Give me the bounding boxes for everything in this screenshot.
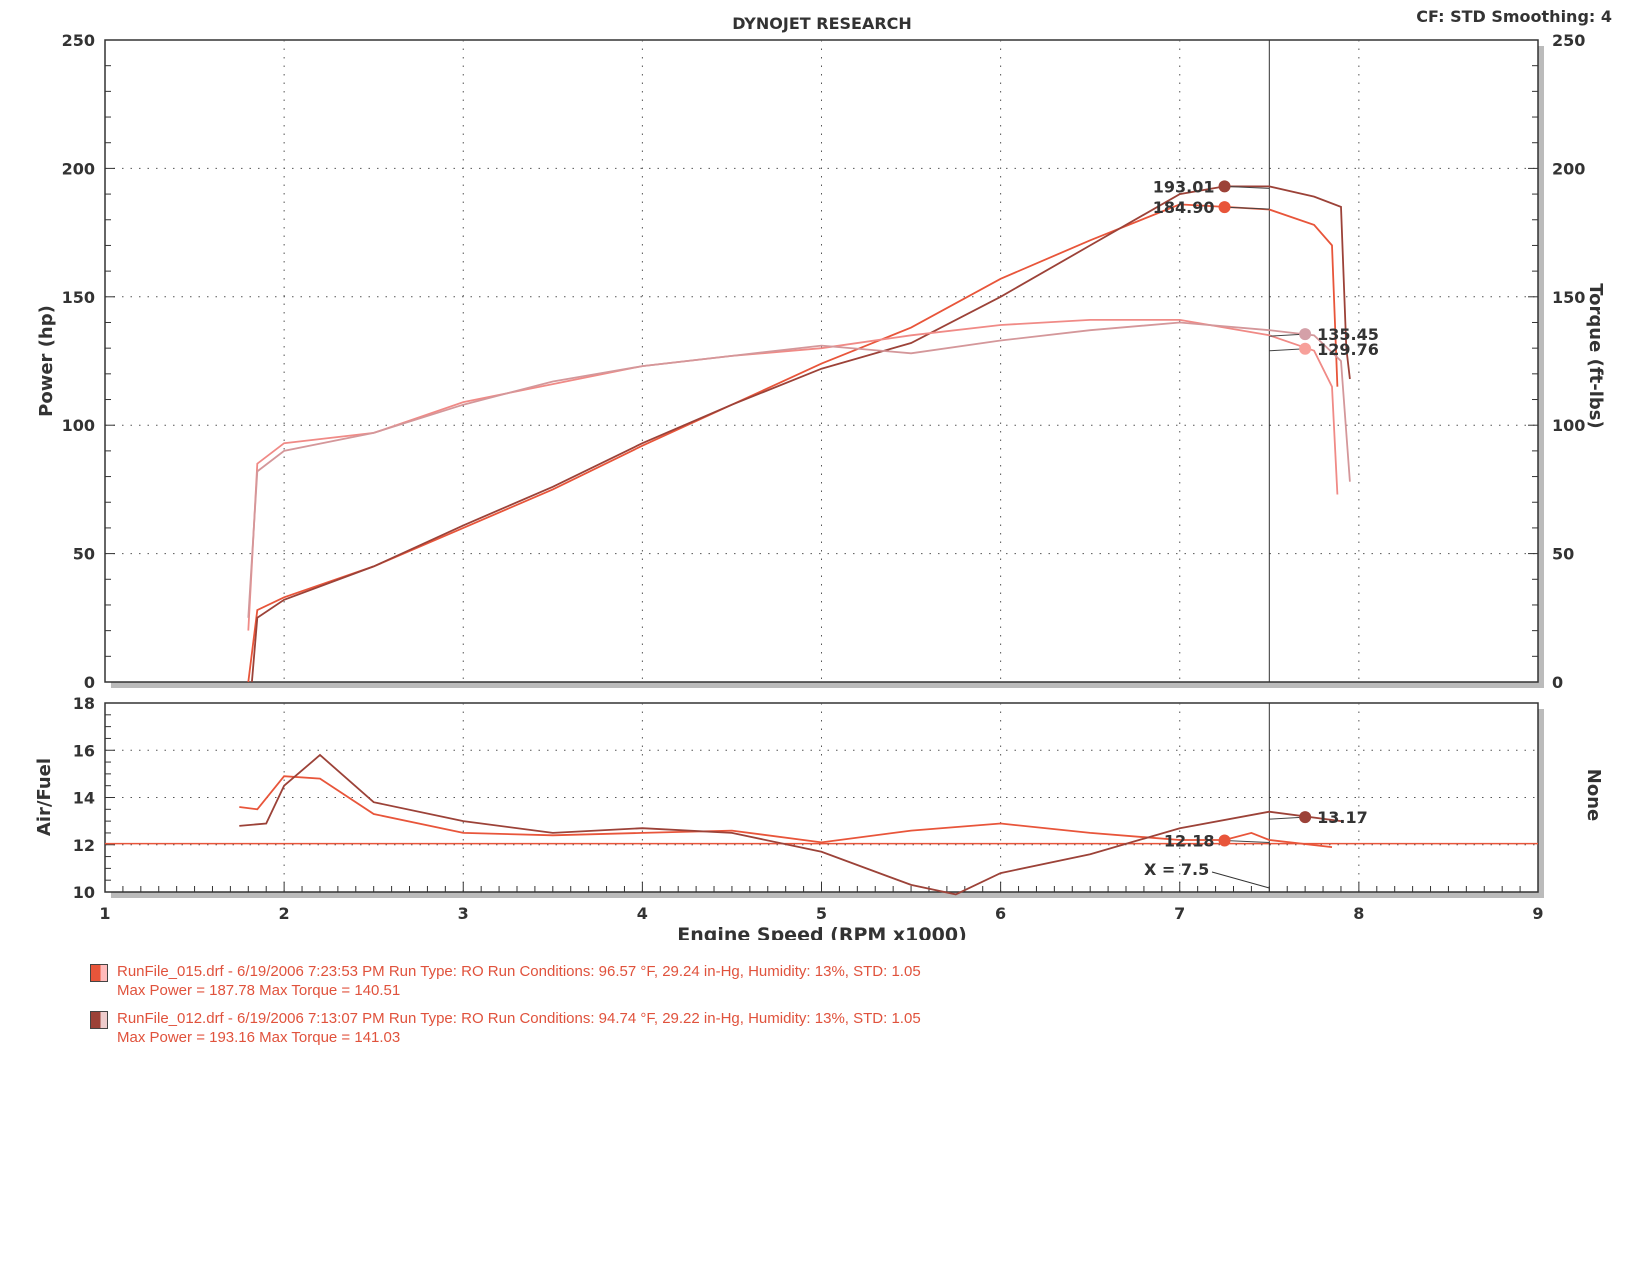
af-tick-label: 16: [73, 741, 95, 760]
legend-line1: RunFile_012.drf - 6/19/2006 7:13:07 PM R…: [117, 1010, 921, 1027]
legend-line2: Max Power = 193.16 Max Torque = 141.03: [117, 1029, 401, 1046]
y-tick-label: 100: [62, 416, 95, 435]
legend-entry-015: RunFile_015.drf - 6/19/2006 7:23:53 PM R…: [90, 962, 921, 1000]
x-tick-label: 8: [1353, 904, 1364, 923]
power-plot-frame: [104, 39, 1539, 683]
af-tick-label: 18: [73, 694, 95, 713]
x-axis-label: Engine Speed (RPM x1000): [677, 924, 967, 940]
y2-tick-label: 100: [1552, 416, 1585, 435]
x-tick-label: 2: [279, 904, 290, 923]
marker-dot: [1299, 342, 1312, 355]
marker-label: 129.76: [1317, 340, 1379, 359]
y-tick-label: 250: [62, 31, 95, 50]
y2-tick-label: 150: [1552, 288, 1585, 307]
series-line: [251, 185, 1351, 683]
series-line: [247, 319, 1339, 631]
x-tick-label: 5: [816, 904, 827, 923]
cursor-label: X = 7.5: [1144, 860, 1209, 879]
af-y2-label: None: [1583, 769, 1604, 821]
chart-title: DYNOJET RESEARCH: [732, 14, 912, 33]
marker-dot: [1218, 201, 1231, 214]
y2-tick-label: 250: [1552, 31, 1585, 50]
af-axis-label: Air/Fuel: [34, 758, 55, 836]
x-tick-label: 6: [995, 904, 1006, 923]
marker-dot: [1218, 834, 1231, 847]
legend-swatch: [90, 1011, 108, 1029]
marker-label: 13.17: [1317, 808, 1368, 827]
x-tick-label: 1: [99, 904, 110, 923]
af-tick-label: 10: [73, 883, 95, 902]
x-tick-label: 7: [1174, 904, 1185, 923]
x-tick-label: 9: [1532, 904, 1543, 923]
marker-leader: [1224, 185, 1270, 189]
y-tick-label: 50: [73, 545, 95, 564]
marker-label: 184.90: [1153, 198, 1215, 217]
header-right: CF: STD Smoothing: 4: [1416, 7, 1612, 26]
marker-label: 135.45: [1317, 325, 1379, 344]
y-tick-label: 150: [62, 288, 95, 307]
x-tick-label: 3: [458, 904, 469, 923]
x-tick-label: 4: [637, 904, 648, 923]
y2-tick-label: 0: [1552, 673, 1563, 692]
legend-swatch: [90, 964, 108, 982]
y2-tick-label: 200: [1552, 159, 1585, 178]
marker-leader: [1224, 206, 1270, 210]
marker-leader: [1224, 839, 1270, 843]
y-axis-label: Power (hp): [36, 305, 57, 417]
marker-label: 193.01: [1153, 177, 1215, 196]
marker-dot: [1299, 811, 1312, 824]
y-tick-label: 200: [62, 159, 95, 178]
cursor-label-leader: [1211, 871, 1270, 889]
marker-dot: [1299, 328, 1312, 341]
legend-line1: RunFile_015.drf - 6/19/2006 7:23:53 PM R…: [117, 963, 921, 980]
legend-line2: Max Power = 187.78 Max Torque = 140.51: [117, 982, 401, 999]
af-tick-label: 12: [73, 836, 95, 855]
y2-axis-label: Torque (ft-lbs): [1585, 283, 1606, 428]
af-tick-label: 14: [73, 789, 95, 808]
y2-tick-label: 50: [1552, 545, 1574, 564]
series-line: [247, 321, 1351, 618]
marker-dot: [1218, 180, 1231, 193]
marker-label: 12.18: [1164, 831, 1215, 850]
y-tick-label: 0: [84, 673, 95, 692]
legend-entry-012: RunFile_012.drf - 6/19/2006 7:13:07 PM R…: [90, 1009, 921, 1047]
series-line: [239, 753, 1342, 896]
